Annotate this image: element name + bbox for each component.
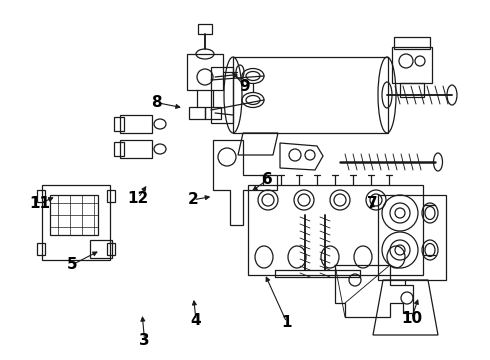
Bar bbox=[107, 243, 115, 255]
Bar bbox=[394, 37, 430, 49]
Bar bbox=[37, 243, 45, 255]
Bar bbox=[120, 115, 152, 133]
Text: 8: 8 bbox=[151, 95, 162, 110]
Bar bbox=[114, 142, 124, 156]
Text: 9: 9 bbox=[240, 79, 250, 94]
Bar bbox=[37, 190, 45, 202]
Bar bbox=[90, 240, 112, 258]
Text: 6: 6 bbox=[262, 172, 272, 188]
Text: 3: 3 bbox=[139, 333, 150, 348]
Bar bbox=[400, 83, 424, 97]
Bar bbox=[198, 24, 212, 34]
Bar bbox=[114, 117, 124, 131]
Bar bbox=[233, 57, 388, 133]
Text: 5: 5 bbox=[67, 257, 78, 272]
Bar bbox=[187, 54, 223, 90]
Text: 2: 2 bbox=[188, 192, 199, 207]
Text: 10: 10 bbox=[401, 311, 422, 326]
Text: 1: 1 bbox=[281, 315, 292, 330]
Bar bbox=[50, 195, 98, 235]
Bar bbox=[205, 107, 221, 119]
Bar bbox=[42, 185, 110, 260]
Bar bbox=[392, 47, 432, 83]
Bar bbox=[248, 185, 423, 275]
Bar bbox=[211, 67, 233, 123]
Text: 11: 11 bbox=[30, 196, 50, 211]
Text: 7: 7 bbox=[367, 196, 378, 211]
Bar bbox=[189, 107, 205, 119]
Bar bbox=[378, 195, 446, 280]
Text: 4: 4 bbox=[191, 313, 201, 328]
Text: 12: 12 bbox=[127, 190, 149, 206]
Bar bbox=[120, 140, 152, 158]
Bar bbox=[107, 190, 115, 202]
